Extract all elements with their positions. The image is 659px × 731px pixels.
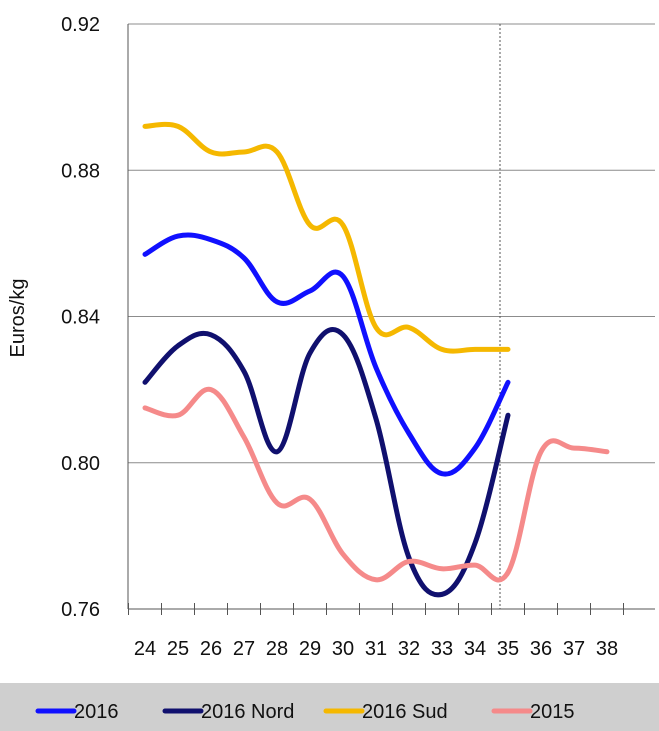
series-line-2: [142, 121, 511, 354]
x-tick-label: 33: [431, 638, 453, 660]
axes: 0.76 0.80 0.84 0.88 0.92 24 25 26 27 28 29 30 31 32 33…: [61, 14, 655, 660]
series-line-1: [142, 327, 511, 598]
y-tick-label: 0.76: [61, 599, 100, 621]
x-tick-label: 32: [398, 638, 420, 660]
legend-label: 2016: [74, 701, 119, 723]
legend-label: 2016 Sud: [362, 701, 448, 723]
legend: 2016 2016 Nord 2016 Sud 2015: [0, 683, 659, 731]
x-tick-label: 26: [200, 638, 222, 660]
series-line-0: [142, 232, 511, 477]
x-tick-label: 30: [332, 638, 354, 660]
y-tick-label: 0.88: [61, 160, 100, 182]
x-tick-label: 36: [530, 638, 552, 660]
x-tick-label: 29: [299, 638, 321, 660]
legend-label: 2015: [530, 701, 575, 723]
y-tick-label: 0.92: [61, 14, 100, 36]
series-line-3: [142, 386, 610, 583]
x-tick-label: 37: [563, 638, 585, 660]
x-tick-label: 25: [167, 638, 189, 660]
legend-background: [0, 683, 659, 731]
legend-label: 2016 Nord: [201, 701, 294, 723]
x-tick-label: 28: [266, 638, 288, 660]
series-lines: [142, 121, 610, 598]
x-tick-label: 34: [464, 638, 486, 660]
x-tick-label: 24: [134, 638, 156, 660]
y-tick-label: 0.80: [61, 453, 100, 475]
x-tick-label: 35: [497, 638, 519, 660]
grid-lines: [128, 23, 655, 609]
y-axis-title: Euros/kg: [7, 279, 29, 358]
x-tick-label: 27: [233, 638, 255, 660]
x-tick-label: 31: [365, 638, 387, 660]
y-tick-label: 0.84: [61, 307, 100, 329]
x-tick-label: 38: [596, 638, 618, 660]
